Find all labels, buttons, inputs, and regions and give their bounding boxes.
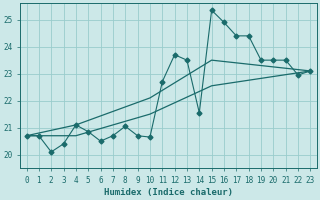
X-axis label: Humidex (Indice chaleur): Humidex (Indice chaleur) — [104, 188, 233, 197]
